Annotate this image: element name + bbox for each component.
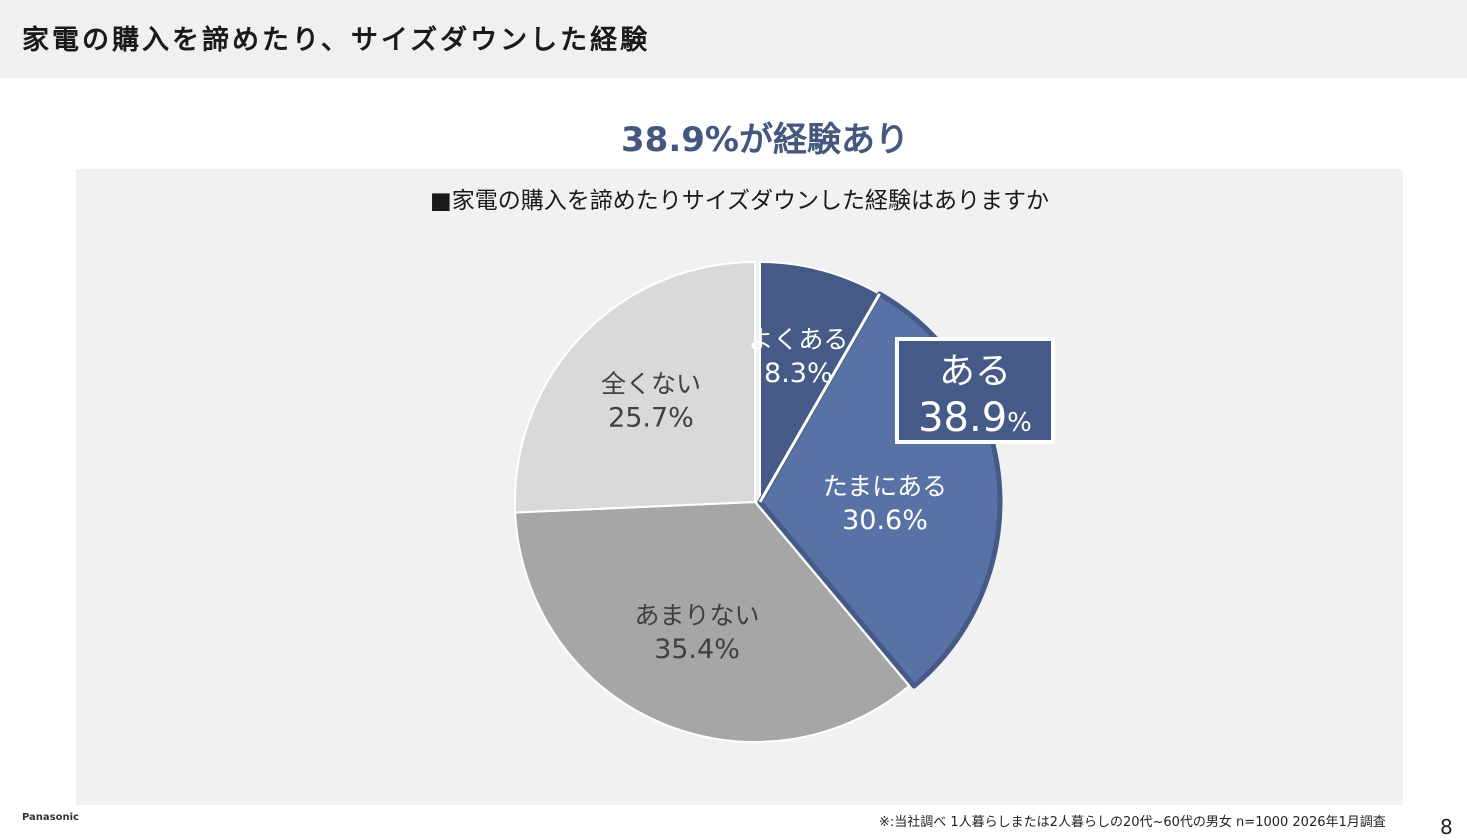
panasonic-logo: Panasonic bbox=[22, 812, 79, 823]
slice-label: 全くない bbox=[601, 369, 701, 398]
slice-divider bbox=[758, 293, 881, 503]
footnote: ※:当社調べ 1人暮らしまたは2人暮らしの20代~60代の男女 n=1000 2… bbox=[879, 815, 1386, 830]
pie-slice bbox=[514, 501, 911, 743]
pie-slice bbox=[514, 261, 756, 514]
page-title: 家電の購入を諦めたり、サイズダウンした経験 bbox=[22, 25, 651, 56]
slice-label: たまにある bbox=[823, 472, 947, 501]
headline: 38.9%が経験あり bbox=[621, 120, 909, 160]
callout-unit: % bbox=[1007, 408, 1032, 438]
slice-value-label: 30.6% bbox=[842, 505, 928, 536]
slice-value-label: 25.7% bbox=[608, 402, 694, 433]
slice-value-label: 8.3% bbox=[764, 358, 833, 389]
slice-label: あまりない bbox=[634, 601, 759, 630]
pie-slice bbox=[759, 261, 881, 503]
header-bar: 家電の購入を諦めたり、サイズダウンした経験 bbox=[0, 0, 1467, 78]
callout-box bbox=[895, 337, 1055, 444]
callout-label: ある bbox=[939, 351, 1011, 392]
slice-label: よくある bbox=[748, 325, 848, 354]
slice-value-label: 35.4% bbox=[654, 634, 740, 665]
chart-title: ■家電の購入を諦めたりサイズダウンした経験はありますか bbox=[429, 188, 1050, 214]
page-number: 8 bbox=[1440, 815, 1453, 839]
